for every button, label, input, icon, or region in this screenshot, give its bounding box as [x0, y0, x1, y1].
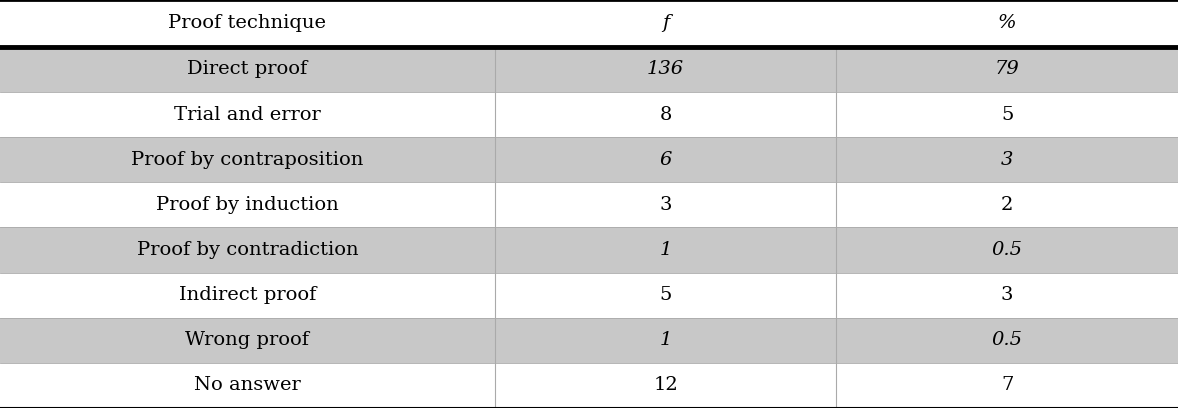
- Text: %: %: [998, 14, 1017, 33]
- Text: Trial and error: Trial and error: [174, 106, 320, 124]
- Text: Wrong proof: Wrong proof: [185, 331, 310, 349]
- Bar: [0, 0, 1178, 47]
- Text: 136: 136: [647, 60, 684, 78]
- Text: No answer: No answer: [194, 377, 300, 395]
- Text: 3: 3: [1001, 286, 1013, 304]
- Text: 6: 6: [660, 151, 671, 169]
- Text: 0.5: 0.5: [992, 331, 1023, 349]
- Text: 3: 3: [660, 196, 671, 214]
- Bar: [0, 47, 1178, 92]
- Text: 0.5: 0.5: [992, 241, 1023, 259]
- Bar: [0, 182, 1178, 228]
- Bar: [0, 273, 1178, 318]
- Text: Proof by induction: Proof by induction: [155, 196, 339, 214]
- Text: 5: 5: [660, 286, 671, 304]
- Bar: [0, 92, 1178, 137]
- Text: 1: 1: [660, 241, 671, 259]
- Text: 12: 12: [653, 377, 679, 395]
- Text: 7: 7: [1001, 377, 1013, 395]
- Bar: [0, 228, 1178, 273]
- Text: Indirect proof: Indirect proof: [179, 286, 316, 304]
- Text: Proof technique: Proof technique: [168, 14, 326, 33]
- Bar: [0, 318, 1178, 363]
- Bar: [0, 137, 1178, 182]
- Text: 79: 79: [994, 60, 1020, 78]
- Text: Direct proof: Direct proof: [187, 60, 307, 78]
- Text: Proof by contraposition: Proof by contraposition: [131, 151, 364, 169]
- Text: 2: 2: [1001, 196, 1013, 214]
- Text: 8: 8: [660, 106, 671, 124]
- Text: f: f: [662, 14, 669, 33]
- Text: 3: 3: [1001, 151, 1013, 169]
- Text: Proof by contradiction: Proof by contradiction: [137, 241, 358, 259]
- Text: 5: 5: [1001, 106, 1013, 124]
- Text: 1: 1: [660, 331, 671, 349]
- Bar: [0, 363, 1178, 408]
